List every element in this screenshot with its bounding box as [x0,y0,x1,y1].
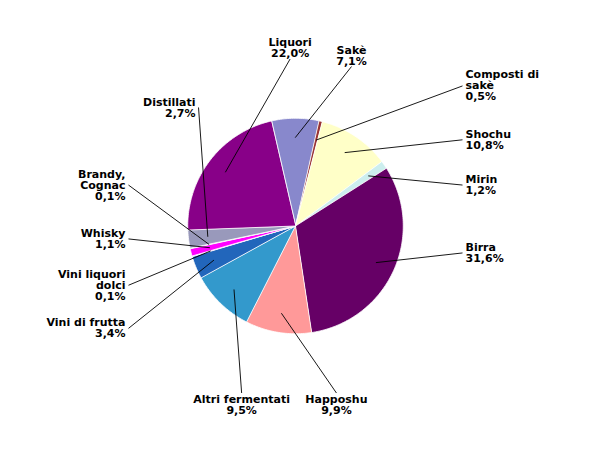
svg-text:Vini di frutta3,4%: Vini di frutta3,4% [47,316,126,340]
svg-text:Birra31,6%: Birra31,6% [466,241,504,265]
svg-text:Mirin1,2%: Mirin1,2% [466,173,498,197]
svg-text:Sakè7,1%: Sakè7,1% [336,44,367,68]
svg-text:Shochu10,8%: Shochu10,8% [466,128,512,152]
svg-text:Altri fermentati9,5%: Altri fermentati9,5% [193,393,290,417]
svg-text:Happoshu9,9%: Happoshu9,9% [305,393,367,417]
svg-text:Brandy,Cognac0,1%: Brandy,Cognac0,1% [78,168,125,203]
svg-text:Whisky1,1%: Whisky1,1% [81,227,126,251]
svg-text:Distillati2,7%: Distillati2,7% [143,95,195,119]
svg-text:Vini liquoridolci0,1%: Vini liquoridolci0,1% [58,268,126,303]
svg-text:Composti disakè0,5%: Composti disakè0,5% [466,68,540,103]
svg-text:Liquori22,0%: Liquori22,0% [268,36,311,60]
